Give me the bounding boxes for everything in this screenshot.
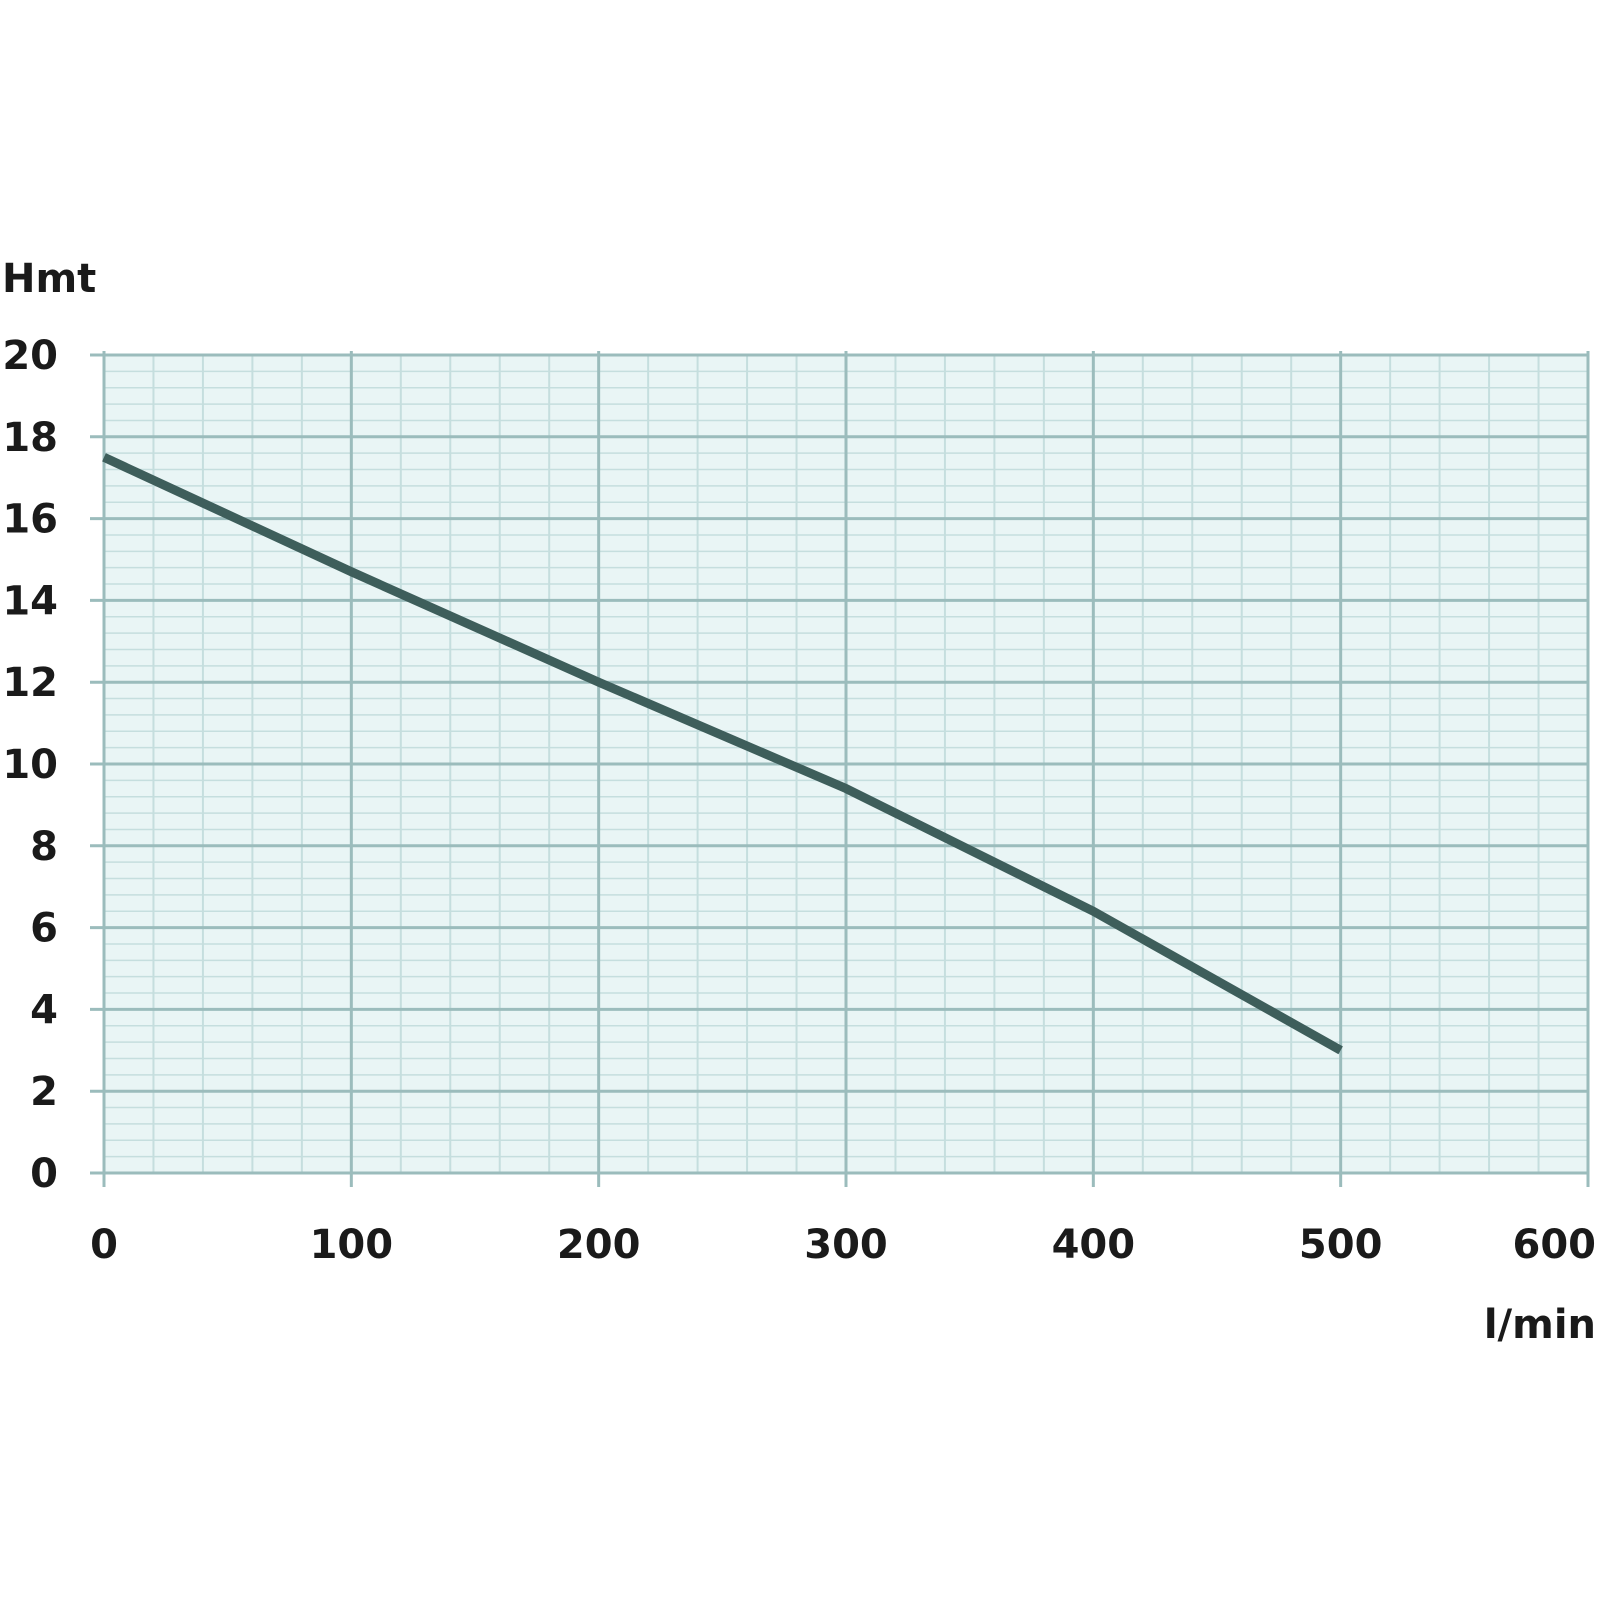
x-tick-label: 600 (1513, 1222, 1597, 1268)
y-tick-label: 18 (2, 415, 58, 461)
major-grid (90, 351, 1590, 1187)
x-tick-label: 300 (804, 1222, 888, 1268)
y-axis-title: Hmt (2, 256, 96, 302)
y-tick-label: 12 (2, 660, 58, 706)
y-tick-label: 14 (2, 578, 58, 624)
x-tick-label: 200 (557, 1222, 641, 1268)
y-tick-label: 4 (30, 987, 58, 1033)
y-tick-label: 2 (30, 1069, 58, 1115)
x-axis-title: l/min (1484, 1302, 1596, 1348)
x-tick-label: 100 (310, 1222, 394, 1268)
series-lines (102, 453, 1343, 1055)
y-tick-label: 16 (2, 497, 58, 543)
y-tick-labels: 0 2 4 6 8 10 12 14 16 18 20 (2, 333, 58, 1197)
x-tick-label: 400 (1052, 1222, 1136, 1268)
x-tick-label: 500 (1299, 1222, 1383, 1268)
y-tick-label: 0 (30, 1151, 58, 1197)
x-tick-labels: 0 100 200 300 400 500 600 (90, 1222, 1596, 1268)
y-tick-label: 10 (2, 742, 58, 788)
y-tick-label: 6 (30, 906, 58, 952)
y-tick-label: 20 (2, 333, 58, 379)
series-line (102, 453, 1343, 1055)
y-tick-label: 8 (30, 824, 58, 870)
x-tick-label: 0 (90, 1222, 118, 1268)
